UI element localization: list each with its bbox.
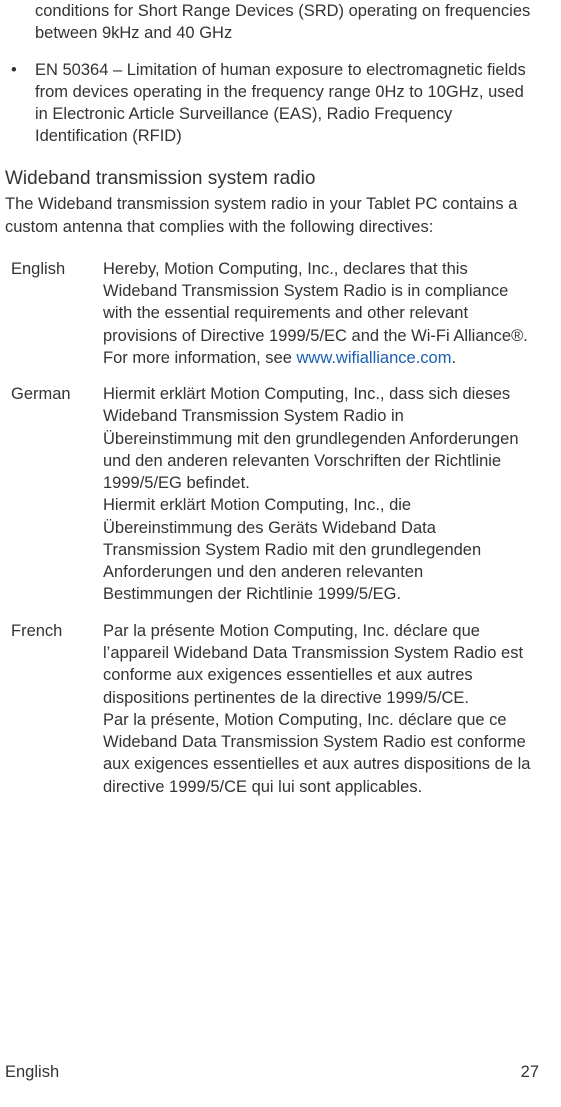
document-page: conditions for Short Range Devices (SRD)… bbox=[0, 0, 561, 1107]
wifialliance-link[interactable]: www.wifialliance.com bbox=[297, 349, 452, 367]
page-footer: English 27 bbox=[0, 1061, 561, 1083]
lang-text-english: Hereby, Motion Computing, Inc., declares… bbox=[97, 254, 541, 379]
section-heading-wideband: Wideband transmission system radio bbox=[5, 166, 541, 192]
table-row: French Par la présente Motion Computing,… bbox=[5, 616, 541, 808]
table-row: German Hiermit erklärt Motion Computing,… bbox=[5, 379, 541, 616]
standards-bullet-list: EN 50364 – Limitation of human exposure … bbox=[5, 59, 541, 148]
footer-language-label: English bbox=[5, 1061, 59, 1083]
lang-label-english: English bbox=[5, 254, 97, 379]
lang-text-german: Hiermit erklärt Motion Computing, Inc., … bbox=[97, 379, 541, 616]
table-row: English Hereby, Motion Computing, Inc., … bbox=[5, 254, 541, 379]
bullet-item-en50364: EN 50364 – Limitation of human exposure … bbox=[5, 59, 541, 148]
language-declarations-table: English Hereby, Motion Computing, Inc., … bbox=[5, 254, 541, 808]
lang-label-german: German bbox=[5, 379, 97, 616]
lang-label-french: French bbox=[5, 616, 97, 808]
footer-page-number: 27 bbox=[521, 1061, 539, 1083]
section-intro-text: The Wideband transmission system radio i… bbox=[5, 193, 541, 238]
english-text-after: . bbox=[451, 349, 456, 367]
intro-continuation: conditions for Short Range Devices (SRD)… bbox=[5, 0, 541, 45]
lang-text-french: Par la présente Motion Computing, Inc. d… bbox=[97, 616, 541, 808]
